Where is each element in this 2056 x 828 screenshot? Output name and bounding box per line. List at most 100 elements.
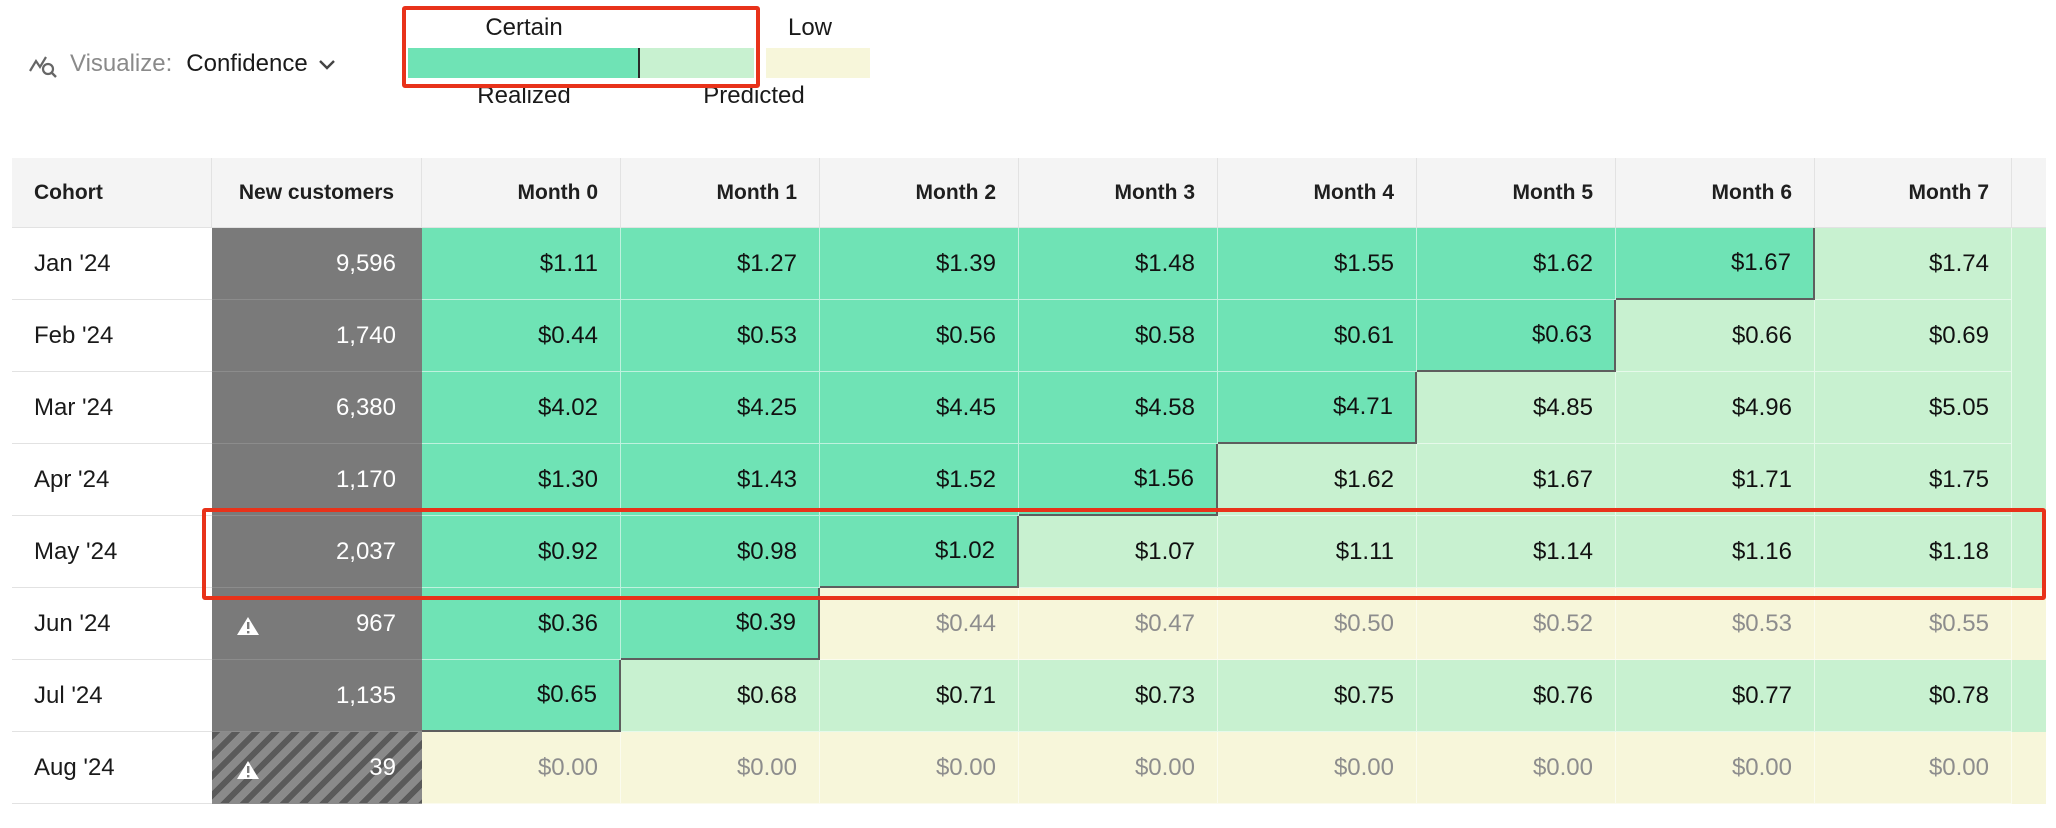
month-0-value-cell[interactable]: $1.11 (422, 228, 621, 300)
new-customers-cell: 1,170 (212, 444, 422, 516)
month-7-value-cell[interactable]: $0.55 (1815, 588, 2012, 660)
month-3-value-cell[interactable]: $0.73 (1019, 660, 1218, 732)
month-3-value-cell[interactable]: $0.47 (1019, 588, 1218, 660)
new-customers-cell: 6,380 (212, 372, 422, 444)
new-customers-cell: 1,135 (212, 660, 422, 732)
header-month-1[interactable]: Month 1 (621, 158, 820, 228)
visualize-control[interactable]: Visualize: Confidence (28, 46, 338, 82)
new-customers-value: 1,135 (335, 681, 396, 709)
month-7-value-cell[interactable]: $1.18 (1815, 516, 2012, 588)
month-1-value-cell[interactable]: $0.39 (621, 588, 820, 660)
month-6-value-cell[interactable]: $0.77 (1616, 660, 1815, 732)
month-3-value-cell[interactable]: $0.58 (1019, 300, 1218, 372)
month-5-value-cell[interactable]: $1.67 (1417, 444, 1616, 516)
month-5-value-cell[interactable]: $0.52 (1417, 588, 1616, 660)
month-7-value-cell[interactable]: $0.69 (1815, 300, 2012, 372)
month-7-value-cell[interactable]: $0.78 (1815, 660, 2012, 732)
month-7-value-cell[interactable]: $5.05 (1815, 372, 2012, 444)
month-6-value-cell[interactable]: $0.00 (1616, 732, 1815, 804)
month-2-value-cell[interactable]: $1.02 (820, 516, 1019, 588)
legend-low-label: Low (787, 14, 833, 41)
new-customers-value: 39 (369, 753, 396, 781)
month-2-value-cell[interactable]: $0.44 (820, 588, 1019, 660)
header-tail (2012, 158, 2046, 228)
cohort-label: Aug '24 (12, 732, 212, 804)
month-6-value-cell[interactable]: $0.66 (1616, 300, 1815, 372)
month-4-value-cell[interactable]: $1.11 (1218, 516, 1417, 588)
month-1-value-cell[interactable]: $4.25 (621, 372, 820, 444)
month-1-value-cell[interactable]: $1.43 (621, 444, 820, 516)
cohort-label: Mar '24 (12, 372, 212, 444)
header-month-3[interactable]: Month 3 (1019, 158, 1218, 228)
header-month-6[interactable]: Month 6 (1616, 158, 1815, 228)
month-5-value-cell[interactable]: $1.62 (1417, 228, 1616, 300)
month-0-value-cell[interactable]: $0.00 (422, 732, 621, 804)
header-month-7[interactable]: Month 7 (1815, 158, 2012, 228)
month-0-value-cell[interactable]: $0.92 (422, 516, 621, 588)
month-6-value-cell[interactable]: $1.71 (1616, 444, 1815, 516)
new-customers-cell: 967 (212, 588, 422, 660)
new-customers-value: 967 (355, 609, 396, 637)
month-6-value-cell[interactable]: $1.16 (1616, 516, 1815, 588)
month-2-value-cell[interactable]: $0.00 (820, 732, 1019, 804)
header-month-5[interactable]: Month 5 (1417, 158, 1616, 228)
month-3-value-cell[interactable]: $0.00 (1019, 732, 1218, 804)
month-1-value-cell[interactable]: $1.27 (621, 228, 820, 300)
month-2-value-cell[interactable]: $1.39 (820, 228, 1019, 300)
month-2-value-cell[interactable]: $0.56 (820, 300, 1019, 372)
row-overflow-tail (2012, 300, 2046, 372)
month-4-value-cell[interactable]: $1.55 (1218, 228, 1417, 300)
chevron-down-icon[interactable] (316, 53, 338, 75)
warning-icon[interactable] (236, 760, 260, 780)
month-0-value-cell[interactable]: $1.30 (422, 444, 621, 516)
month-6-value-cell[interactable]: $0.53 (1616, 588, 1815, 660)
month-7-value-cell[interactable]: $1.75 (1815, 444, 2012, 516)
month-1-value-cell[interactable]: $0.68 (621, 660, 820, 732)
month-3-value-cell[interactable]: $1.48 (1019, 228, 1218, 300)
new-customers-cell: 1,740 (212, 300, 422, 372)
month-0-value-cell[interactable]: $0.36 (422, 588, 621, 660)
month-6-value-cell[interactable]: $4.96 (1616, 372, 1815, 444)
header-cohort[interactable]: Cohort (12, 158, 212, 228)
legend-low-swatch (766, 48, 870, 78)
month-0-value-cell[interactable]: $4.02 (422, 372, 621, 444)
month-4-value-cell[interactable]: $1.62 (1218, 444, 1417, 516)
legend-highlight-box (402, 6, 760, 88)
header-month-4[interactable]: Month 4 (1218, 158, 1417, 228)
month-7-value-cell[interactable]: $1.74 (1815, 228, 2012, 300)
month-5-value-cell[interactable]: $4.85 (1417, 372, 1616, 444)
month-4-value-cell[interactable]: $0.50 (1218, 588, 1417, 660)
month-1-value-cell[interactable]: $0.00 (621, 732, 820, 804)
month-4-value-cell[interactable]: $4.71 (1218, 372, 1417, 444)
month-5-value-cell[interactable]: $0.76 (1417, 660, 1616, 732)
new-customers-value: 9,596 (335, 249, 396, 277)
header-new-customers[interactable]: New customers (212, 158, 422, 228)
row-overflow-tail (2012, 588, 2046, 660)
warning-icon[interactable] (236, 616, 260, 636)
month-3-value-cell[interactable]: $1.56 (1019, 444, 1218, 516)
month-2-value-cell[interactable]: $0.71 (820, 660, 1019, 732)
month-4-value-cell[interactable]: $0.61 (1218, 300, 1417, 372)
header-month-0[interactable]: Month 0 (422, 158, 621, 228)
month-3-value-cell[interactable]: $4.58 (1019, 372, 1218, 444)
month-4-value-cell[interactable]: $0.75 (1218, 660, 1417, 732)
month-5-value-cell[interactable]: $1.14 (1417, 516, 1616, 588)
header-month-2[interactable]: Month 2 (820, 158, 1019, 228)
month-4-value-cell[interactable]: $0.00 (1218, 732, 1417, 804)
month-3-value-cell[interactable]: $1.07 (1019, 516, 1218, 588)
month-7-value-cell[interactable]: $0.00 (1815, 732, 2012, 804)
month-6-value-cell[interactable]: $1.67 (1616, 228, 1815, 300)
month-2-value-cell[interactable]: $1.52 (820, 444, 1019, 516)
month-0-value-cell[interactable]: $0.44 (422, 300, 621, 372)
month-1-value-cell[interactable]: $0.53 (621, 300, 820, 372)
month-0-value-cell[interactable]: $0.65 (422, 660, 621, 732)
month-5-value-cell[interactable]: $0.63 (1417, 300, 1616, 372)
month-5-value-cell[interactable]: $0.00 (1417, 732, 1616, 804)
month-2-value-cell[interactable]: $4.45 (820, 372, 1019, 444)
month-1-value-cell[interactable]: $0.98 (621, 516, 820, 588)
legend-certain-label: Certain (485, 14, 563, 41)
row-overflow-tail (2012, 444, 2046, 516)
legend-predicted-swatch (640, 48, 754, 78)
visualize-dropdown-value[interactable]: Confidence (186, 50, 308, 77)
row-overflow-tail (2012, 372, 2046, 444)
